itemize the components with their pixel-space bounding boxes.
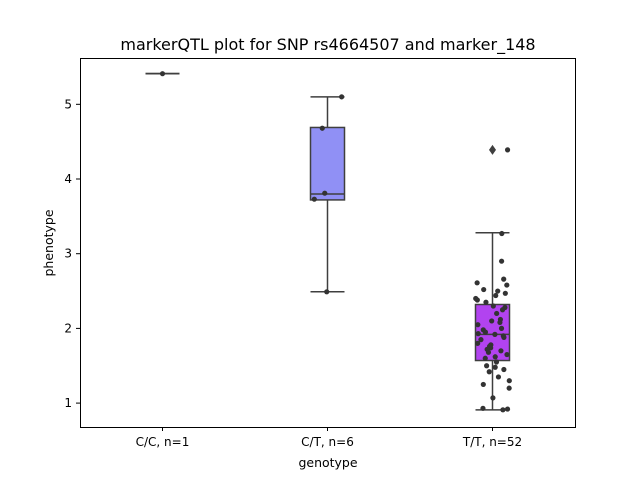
x-tick-label: C/T, n=6 [301, 435, 354, 449]
data-point [484, 363, 490, 369]
data-point [490, 303, 496, 309]
y-axis: 1 2 3 4 5 [64, 97, 80, 410]
data-point [504, 351, 510, 358]
data-point [502, 290, 508, 296]
y-tick-label: 3 [64, 247, 72, 261]
data-point [501, 276, 507, 282]
data-point [483, 299, 489, 305]
data-point [480, 405, 486, 411]
data-point [504, 406, 511, 412]
outlier-marker [489, 144, 496, 155]
data-point [501, 366, 507, 373]
data-point [478, 337, 484, 343]
data-point [495, 374, 502, 380]
data-point [311, 196, 317, 202]
data-point [498, 325, 505, 332]
x-tick-label: T/T, n=52 [462, 435, 522, 449]
data-point [489, 318, 495, 324]
data-point [499, 307, 506, 313]
box [309, 126, 346, 201]
data-point [486, 369, 492, 375]
chart-title: markerQTL plot for SNP rs4664507 and mar… [120, 35, 535, 55]
data-point [475, 331, 481, 337]
y-tick-label: 1 [64, 396, 72, 410]
data-point [339, 94, 345, 100]
box [474, 303, 511, 362]
y-tick-label: 4 [64, 172, 72, 186]
data-point [475, 340, 481, 346]
data-point [495, 288, 501, 294]
data-point [474, 280, 480, 286]
strip-points [159, 71, 166, 77]
data-point [506, 378, 512, 384]
data-point [493, 292, 499, 299]
x-axis: C/C, n=1 C/T, n=6 T/T, n=52 [136, 427, 522, 449]
data-point [498, 348, 504, 354]
data-point [497, 319, 503, 326]
data-point [500, 407, 506, 413]
y-tick-label: 5 [64, 97, 72, 111]
x-tick-label: C/C, n=1 [136, 435, 190, 449]
data-point [482, 329, 489, 335]
data-point [322, 190, 328, 196]
data-point [159, 71, 166, 77]
data-point [499, 230, 505, 237]
x-axis-label: genotype [298, 455, 357, 470]
data-point [474, 297, 480, 303]
data-point [492, 331, 498, 337]
data-point [319, 125, 325, 131]
data-point [475, 322, 481, 328]
data-point [498, 258, 505, 264]
data-point [480, 381, 486, 388]
strip-points [473, 147, 512, 413]
data-point [482, 355, 488, 361]
plot-marks [145, 71, 512, 413]
data-point [490, 395, 496, 401]
data-point [493, 359, 500, 365]
data-point [492, 354, 498, 360]
y-tick-label: 2 [64, 321, 72, 335]
data-point [324, 289, 330, 295]
data-point [501, 334, 507, 340]
data-point [485, 349, 492, 355]
data-point [494, 310, 500, 317]
box-group [309, 96, 346, 293]
data-point [504, 147, 511, 153]
data-point [504, 282, 510, 288]
y-axis-label: phenotype [41, 209, 56, 276]
data-point [506, 385, 512, 391]
data-point [492, 364, 498, 370]
strip-points [311, 94, 345, 295]
data-point [481, 286, 487, 293]
